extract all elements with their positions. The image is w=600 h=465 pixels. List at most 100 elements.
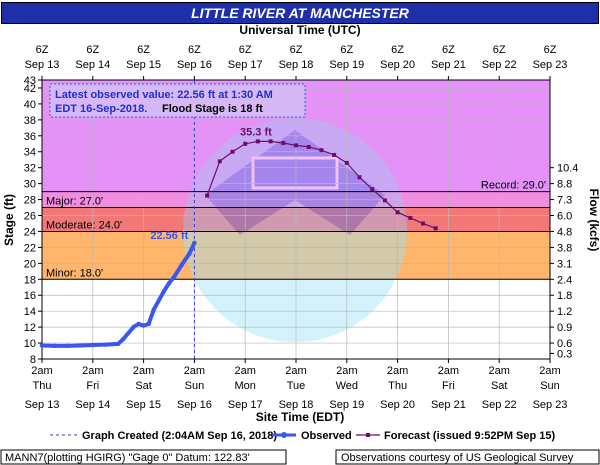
observed-point — [179, 262, 184, 268]
top-tick-time: 6Z — [36, 44, 49, 56]
top-tick-date: Sep 13 — [25, 59, 60, 71]
bottom-tick-time: 2am — [184, 365, 205, 377]
flood-label-moderate: Moderate: 24.0' — [46, 219, 122, 231]
footer-credit-text: Observations courtesy of US Geological S… — [341, 452, 574, 464]
flow-tick-label: 8.8 — [557, 179, 572, 191]
top-tick-time: 6Z — [544, 44, 557, 56]
latest-observed-text: Latest observed value: 22.56 ft at 1:30 … — [55, 89, 273, 101]
watermark-disc — [183, 118, 407, 342]
bottom-tick-dow: Sat — [135, 380, 152, 392]
y-tick-label: 38 — [24, 115, 36, 127]
y-tick-label: 12 — [24, 322, 36, 334]
flow-tick-label: 1.2 — [557, 306, 572, 318]
bottom-tick-date: Sep 22 — [482, 399, 517, 411]
forecast-point — [255, 139, 260, 144]
bottom-tick-time: 2am — [133, 365, 154, 377]
forecast-point — [281, 140, 286, 145]
peak-value-label: 35.3 ft — [240, 126, 272, 138]
chart-title: LITTLE RIVER AT MANCHESTER — [191, 5, 410, 21]
bottom-tick-date: Sep 14 — [75, 399, 110, 411]
bottom-tick-time: 2am — [539, 365, 560, 377]
forecast-point — [294, 143, 298, 148]
flow-tick-label: 0.9 — [557, 322, 572, 334]
y-tick-label: 24 — [24, 226, 36, 238]
bottom-tick-dow: Sun — [185, 380, 205, 392]
top-tick-time: 6Z — [239, 44, 252, 56]
observed-point — [161, 289, 167, 294]
top-tick-date: Sep 16 — [177, 59, 212, 71]
bottom-tick-date: Sep 13 — [25, 399, 60, 411]
observed-point — [151, 307, 156, 312]
observed-point — [103, 342, 108, 347]
observed-point — [171, 274, 177, 280]
latest-observed-date: EDT 16-Sep-2018. — [55, 103, 147, 115]
legend-graph-created-label: Graph Created (2:04AM Sep 16, 2018) — [82, 430, 277, 442]
flow-tick-label: 2.4 — [557, 274, 572, 286]
forecast-point — [344, 160, 349, 165]
bottom-tick-time: 2am — [438, 365, 459, 377]
flow-tick-label: 4.8 — [557, 226, 572, 238]
top-tick-time: 6Z — [340, 44, 353, 56]
top-tick-time: 6Z — [391, 44, 404, 56]
flood-label-minor: Minor: 18.0' — [46, 267, 103, 279]
observed-point — [121, 336, 126, 342]
bottom-tick-date: Sep 21 — [431, 399, 466, 411]
observed-point — [90, 342, 96, 348]
y-tick-label: 34 — [24, 147, 36, 159]
observed-point — [166, 281, 172, 286]
observed-point — [39, 343, 45, 348]
forecast-point — [243, 141, 248, 146]
forecast-point — [433, 226, 438, 231]
top-tick-date: Sep 19 — [329, 59, 364, 71]
footer-datum-text: MANN7(plotting HGIRG) "Gage 0" Datum: 12… — [5, 452, 250, 464]
observed-point — [187, 251, 192, 256]
y-tick-label: 8 — [30, 354, 36, 366]
flow-tick-label: 0.3 — [557, 348, 572, 360]
top-tick-time: 6Z — [188, 44, 201, 56]
observed-point — [192, 240, 197, 246]
bottom-tick-dow: Sat — [491, 380, 508, 392]
y-tick-label: 30 — [24, 179, 36, 191]
y-tick-label: 16 — [24, 290, 36, 302]
forecast-point — [395, 210, 400, 215]
y-tick-label: 36 — [24, 131, 36, 143]
top-tick-time: 6Z — [493, 44, 506, 56]
bottom-tick-date: Sep 23 — [533, 399, 568, 411]
top-tick-date: Sep 14 — [75, 59, 110, 71]
observed-value-label: 22.56 ft — [150, 230, 188, 242]
bottom-tick-date: Sep 19 — [329, 399, 364, 411]
bottom-tick-time: 2am — [82, 365, 103, 377]
bottom-tick-dow: Fri — [86, 380, 99, 392]
forecast-point — [408, 215, 413, 220]
legend-forecast-label: Forecast (issued 9:52PM Sep 15) — [384, 430, 556, 442]
bottom-tick-time: 2am — [285, 365, 306, 377]
footer-left-box — [0, 449, 287, 465]
forecast-point — [357, 175, 362, 180]
observed-point — [131, 324, 136, 330]
bottom-tick-time: 2am — [31, 365, 52, 377]
legend-observed-label: Observed — [301, 430, 352, 442]
bottom-tick-dow: Thu — [33, 380, 52, 392]
flow-tick-label: 3.8 — [557, 242, 572, 254]
y-tick-label: 10 — [24, 338, 36, 350]
y-axis-label: Stage (ft) — [2, 194, 16, 246]
y-tick-label: 22 — [24, 242, 36, 254]
flow-tick-label: 6.0 — [557, 211, 572, 223]
observed-point — [65, 343, 70, 349]
bottom-tick-date: Sep 18 — [279, 399, 314, 411]
info-box — [49, 83, 306, 118]
observed-point — [136, 321, 141, 327]
bottom-tick-date: Sep 17 — [228, 399, 263, 411]
top-tick-date: Sep 23 — [533, 59, 568, 71]
bottom-tick-dow: Thu — [388, 380, 407, 392]
forecast-point — [306, 144, 311, 149]
bottom-tick-time: 2am — [488, 365, 509, 377]
forecast-point — [268, 139, 273, 144]
forecast-point — [332, 152, 337, 157]
top-axis-title: Universal Time (UTC) — [239, 23, 360, 37]
y-tick-label: 26 — [24, 211, 36, 223]
title-bar — [1, 2, 599, 24]
forecast-point — [319, 148, 324, 153]
bottom-tick-dow: Tue — [287, 380, 306, 392]
